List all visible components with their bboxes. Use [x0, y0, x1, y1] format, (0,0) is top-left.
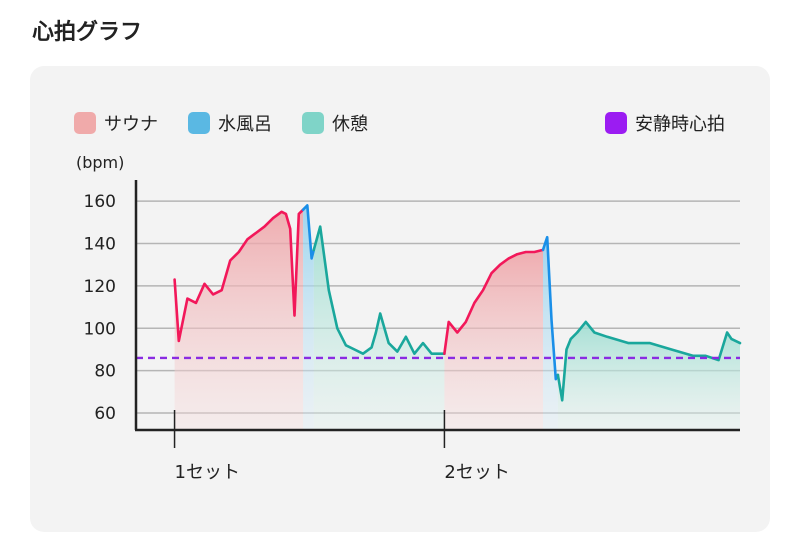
page-title: 心拍グラフ	[32, 20, 143, 45]
cold-area-1	[303, 205, 314, 430]
legend-swatch-rest	[302, 112, 324, 134]
legend-item-resting-heart-rate[interactable]: 安静時心拍	[605, 110, 725, 136]
legend-swatch-cold-bath	[188, 112, 210, 134]
legend-label-rest: 休憩	[332, 114, 368, 135]
y-tick-label: 160	[84, 192, 116, 212]
cold-area-4	[543, 237, 558, 430]
y-tick-label: 140	[84, 235, 116, 255]
sauna-area-0	[174, 209, 304, 430]
sauna-line-0	[173, 208, 305, 343]
legend-item-cold-bath[interactable]: 水風呂	[188, 110, 272, 136]
legend-label-resting: 安静時心拍	[635, 114, 725, 135]
y-tick-label: 60	[94, 404, 116, 424]
y-tick-label: 100	[84, 319, 116, 339]
sauna-area-3	[444, 249, 543, 430]
legend-label-cold-bath: 水風呂	[218, 114, 272, 135]
chart-legend: サウナ 水風呂 休憩	[74, 110, 398, 136]
rest-area-2	[313, 226, 445, 430]
set-label: 1セット	[175, 462, 240, 483]
set-label: 2セット	[444, 462, 509, 483]
rest-area-5	[557, 321, 740, 430]
rest-line-2	[312, 225, 446, 355]
legend-swatch-sauna	[74, 112, 96, 134]
cold-line-1	[301, 204, 316, 260]
cold-line-4	[541, 235, 560, 381]
legend-label-sauna: サウナ	[104, 114, 158, 135]
y-tick-label: 80	[94, 362, 116, 382]
y-axis-unit: (bpm)	[76, 153, 124, 172]
legend-item-rest[interactable]: 休憩	[302, 110, 368, 136]
chart-card	[30, 66, 770, 532]
legend-item-sauna[interactable]: サウナ	[74, 110, 158, 136]
sauna-line-3	[443, 248, 545, 355]
y-tick-label: 120	[84, 277, 116, 297]
legend-swatch-resting	[605, 112, 627, 134]
rest-line-5	[556, 320, 742, 402]
